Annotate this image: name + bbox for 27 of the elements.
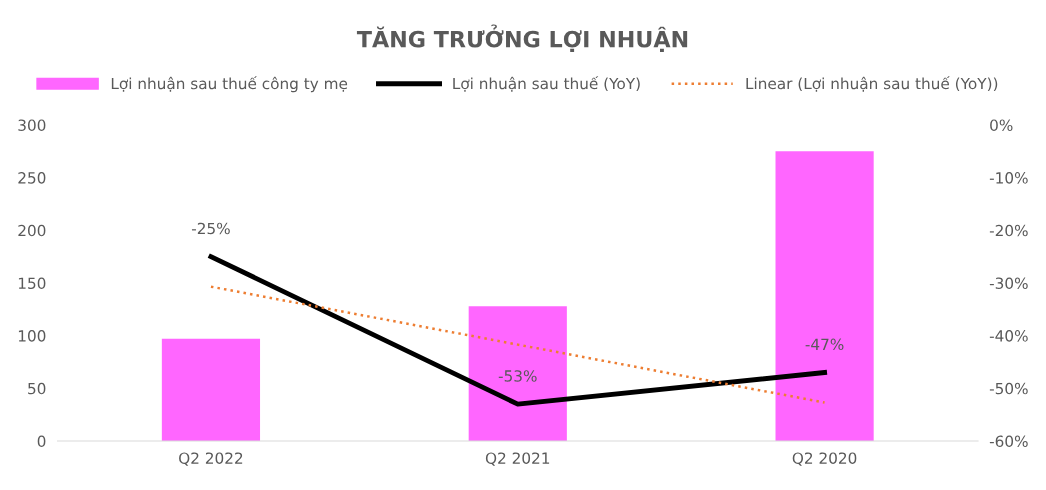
- y2-tick-label: -40%: [989, 330, 1028, 342]
- legend-label: Lợi nhuận sau thuế (YoY): [453, 76, 640, 92]
- y-tick-label: 200: [18, 224, 46, 237]
- legend-label: Linear (Lợi nhuận sau thuế (YoY)): [746, 76, 998, 92]
- y2-tick-label: -10%: [989, 172, 1028, 184]
- y-tick-label: 0: [37, 435, 46, 448]
- y-tick-label: 100: [18, 330, 46, 342]
- data-label: -25%: [191, 222, 230, 235]
- x-tick-label: Q2 2020: [792, 452, 857, 466]
- y2-tick-label: -60%: [989, 435, 1028, 448]
- chart-title: TĂNG TRƯỞNG LỢI NHUẬN: [356, 24, 688, 52]
- bar: [775, 151, 874, 441]
- y2-tick-label: -50%: [989, 382, 1028, 395]
- bar: [161, 338, 261, 441]
- y2-tick-label: -30%: [989, 277, 1028, 289]
- x-tick-label: Q2 2022: [179, 452, 243, 466]
- legend-label: Lợi nhuận sau thuế công ty mẹ: [111, 76, 348, 93]
- y-tick-label: 50: [28, 382, 46, 395]
- bar: [468, 306, 567, 441]
- y2-tick-label: -20%: [989, 224, 1028, 237]
- y2-tick-label: 0%: [990, 119, 1013, 131]
- y-tick-label: 300: [18, 119, 46, 131]
- y-tick-label: 150: [18, 277, 46, 289]
- data-label: -47%: [805, 338, 844, 351]
- data-label: -53%: [498, 370, 537, 382]
- x-tick-label: Q2 2021: [485, 452, 550, 466]
- y-tick-label: 250: [18, 172, 46, 184]
